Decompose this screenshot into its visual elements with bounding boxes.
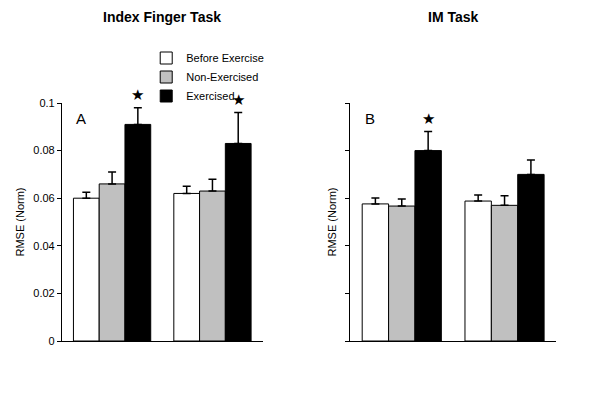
svg-text:RMSE (Norm): RMSE (Norm) bbox=[326, 187, 338, 256]
svg-text:Exercised: Exercised bbox=[186, 90, 234, 102]
svg-text:A: A bbox=[76, 110, 86, 127]
svg-text:0.04: 0.04 bbox=[33, 240, 54, 252]
svg-text:RMSE (Norm): RMSE (Norm) bbox=[14, 187, 26, 256]
svg-text:Non-Exercised: Non-Exercised bbox=[186, 71, 258, 83]
svg-text:★: ★ bbox=[131, 86, 144, 104]
svg-text:0.06: 0.06 bbox=[33, 192, 54, 204]
svg-text:B: B bbox=[365, 110, 375, 127]
svg-text:0.1: 0.1 bbox=[39, 97, 54, 109]
svg-text:Index Finger Task: Index Finger Task bbox=[103, 9, 221, 25]
svg-text:★: ★ bbox=[422, 110, 435, 128]
svg-text:IM Task: IM Task bbox=[428, 9, 479, 25]
svg-text:0.08: 0.08 bbox=[33, 144, 54, 156]
svg-text:★: ★ bbox=[232, 91, 245, 109]
svg-text:0: 0 bbox=[49, 335, 55, 347]
svg-text:0.02: 0.02 bbox=[33, 287, 54, 299]
svg-text:Before Exercise: Before Exercise bbox=[186, 52, 264, 64]
